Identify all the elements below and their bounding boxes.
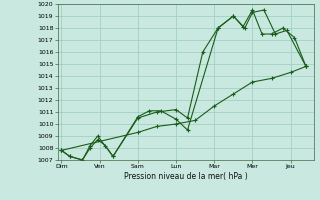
- X-axis label: Pression niveau de la mer( hPa ): Pression niveau de la mer( hPa ): [124, 172, 247, 181]
